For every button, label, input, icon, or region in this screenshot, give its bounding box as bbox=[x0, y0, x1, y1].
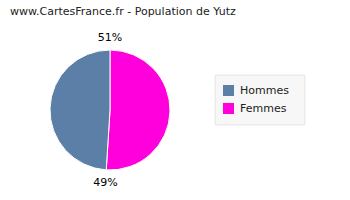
legend-box bbox=[215, 75, 305, 125]
legend-swatch bbox=[223, 85, 234, 96]
legend-label: Femmes bbox=[240, 102, 287, 115]
slice bbox=[106, 50, 170, 170]
pie bbox=[50, 50, 170, 170]
title: www.CartesFrance.fr - Population de Yutz bbox=[10, 5, 236, 18]
data-label: 49% bbox=[93, 176, 117, 189]
legend-swatch bbox=[223, 103, 234, 114]
data-label: 51% bbox=[98, 31, 122, 44]
legend-label: Hommes bbox=[240, 84, 289, 97]
slice bbox=[50, 50, 110, 170]
chart: www.CartesFrance.fr - Population de Yutz… bbox=[0, 0, 350, 200]
legend: Hommes Femmes bbox=[215, 75, 305, 125]
